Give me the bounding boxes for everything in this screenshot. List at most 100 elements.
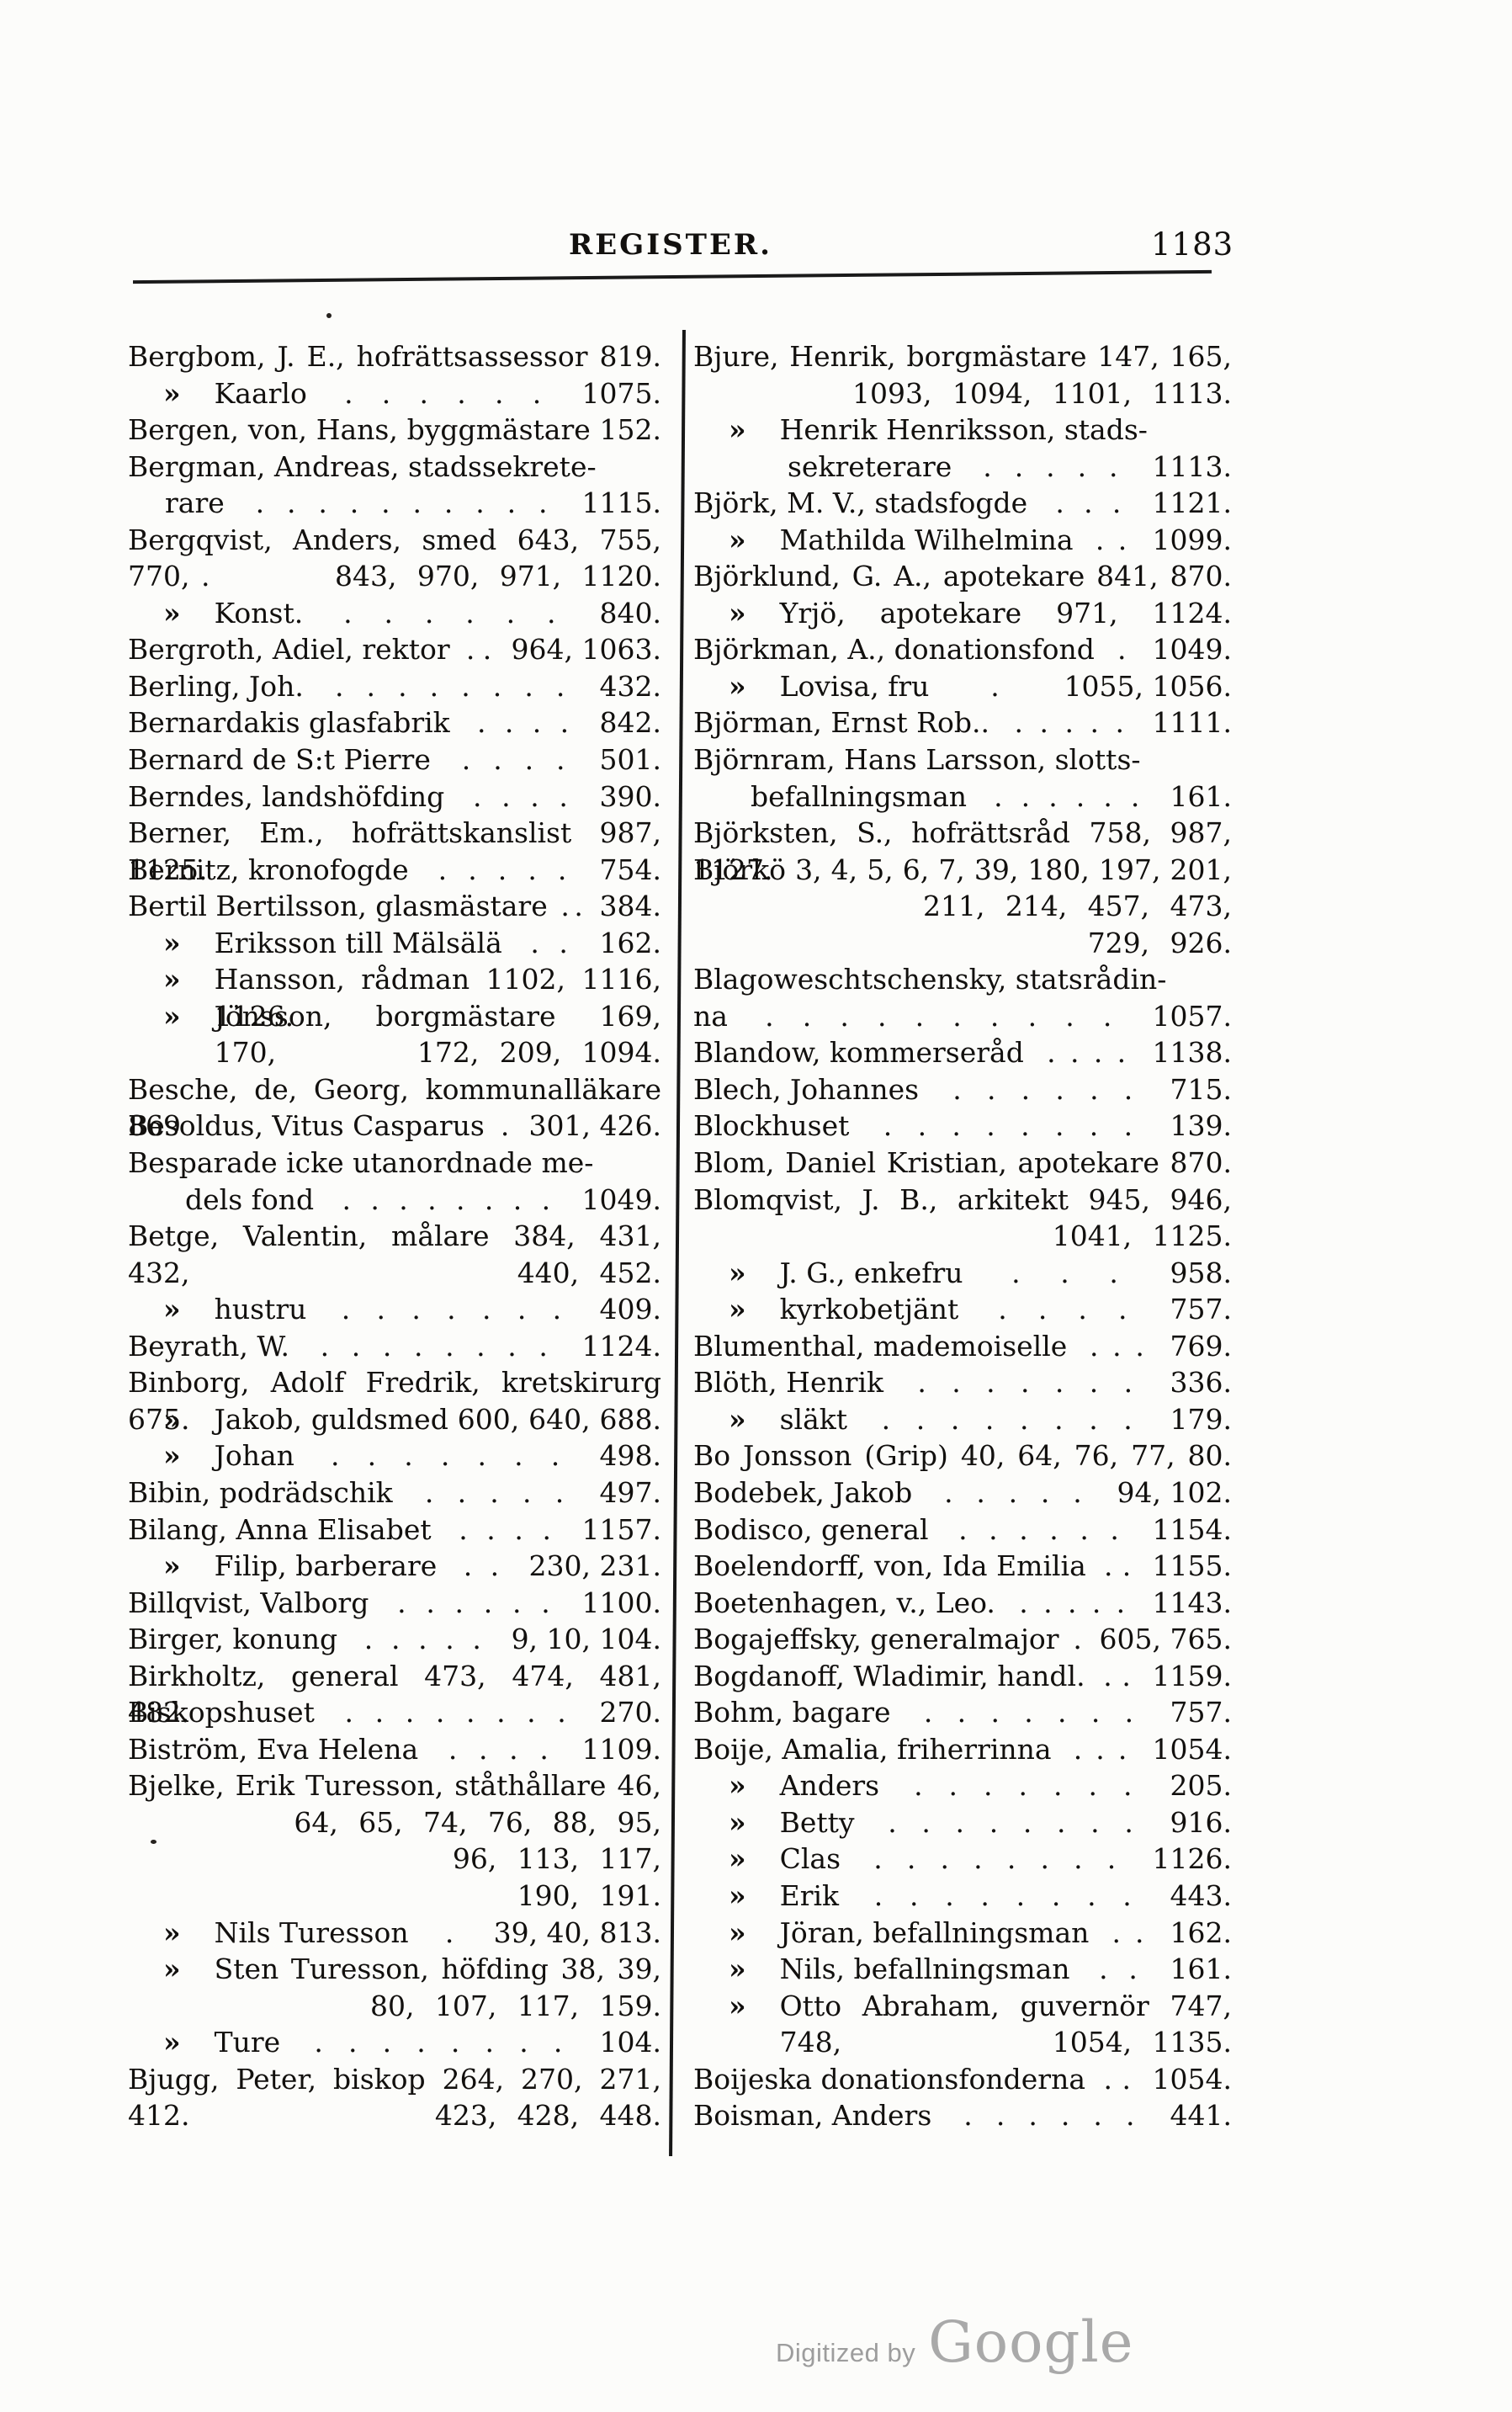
dot-leader: ....	[459, 1512, 551, 1546]
sub-entry-marker: »	[163, 926, 181, 959]
index-entry-line: 190, 191.	[517, 1878, 661, 1912]
dot-leader: ........	[888, 1805, 1133, 1839]
sub-entry-marker: »	[729, 1402, 746, 1436]
index-entry-line: Beyrath, W......... 1124.	[128, 1328, 661, 1365]
index-entry-line: rare.......... 1115.	[128, 485, 661, 522]
dot-leader: .......	[331, 1439, 560, 1473]
index-entry-line: Birkholtz, general 473, 474, 481, 482.	[128, 1659, 661, 1729]
dot-leader: ....	[477, 706, 570, 740]
sub-entry-marker: »	[163, 1439, 181, 1473]
dot-leader: .......	[923, 1696, 1134, 1729]
index-entry-line: 64, 65, 74, 76, 88, 95,	[294, 1805, 661, 1839]
index-entry-line: Bodisco, general...... 1154.	[693, 1511, 1232, 1549]
left-column: Bergbom, J. E., hofrättsassessor 819.» Ka…	[128, 338, 661, 2134]
index-entry-line: Blandow, kommerseråd.... 1138.	[693, 1034, 1232, 1071]
index-entry-line: Björman, Ernst Rob....... 1111.	[693, 704, 1232, 741]
index-entry-line: . 843, 970, 971, 1120.	[201, 560, 661, 593]
dot-leader: ......	[994, 779, 1140, 813]
sub-entry-marker: »	[163, 1293, 181, 1326]
index-entry-line: Boisman, Anders...... 441.	[693, 2097, 1232, 2134]
index-entry-line: » Lovisa, fru. 1055, 1056.	[693, 668, 1232, 705]
index-entry-line: Bergbom, J. E., hofrättsassessor 819.	[128, 340, 661, 373]
index-entry-line: 423, 428, 448.	[434, 2099, 661, 2133]
sub-entry-marker: »	[729, 1293, 746, 1326]
sub-entry-marker: »	[729, 523, 746, 556]
dot-leader: ..	[463, 1549, 500, 1583]
index-entry-line: dels fond........ 1049.	[128, 1182, 661, 1219]
index-entry-line: » Mathilda Wilhelmina.. 1099.	[693, 522, 1232, 559]
index-entry-line: » Otto Abraham, guvernör 747, 748,	[693, 1988, 1232, 2059]
index-entry-line: Björkman, A., donationsfond. 1049.	[693, 631, 1232, 668]
index-entry-line: » Clas........ 1126.	[693, 1841, 1232, 1878]
index-entry-line: Björksten, S., hofrättsråd 758, 987, 112…	[693, 816, 1233, 886]
dot-leader: ..	[1111, 1915, 1144, 1949]
header-rule	[133, 269, 1212, 284]
index-entry-line: Bernardakis glasfabrik.... 842.	[128, 704, 661, 741]
index-entry-line: » Johan....... 498.	[128, 1437, 661, 1474]
sub-entry-marker: »	[163, 1402, 181, 1436]
dot-leader: .	[500, 1109, 510, 1143]
index-entry-line: Bjure, Henrik, borgmästare 147, 165,	[693, 340, 1233, 373]
sub-entry-marker: »	[729, 1769, 746, 1803]
index-entry-line: » Jönsson, borgmästare 169, 170,	[128, 998, 661, 1070]
index-entry-line: Binborg, Adolf Fredrik, kretskirurg 675.	[128, 1366, 661, 1436]
index-entry-line: Blagoweschtschensky, statsrådin-	[693, 963, 1167, 996]
index-entry-line: Boetenhagen, v., Leo...... 1143.	[693, 1585, 1232, 1622]
index-entry-line: » Jakob, guldsmed 600, 640, 688.	[128, 1401, 661, 1438]
index-entry-line: Bjelke, Erik Turesson, ståthållare 46,	[128, 1769, 661, 1803]
index-entry-line: » Anders....... 205.	[693, 1767, 1232, 1804]
dot-leader: ........	[314, 2026, 563, 2059]
index-entry-line: Boelendorff, von, Ida Emilia.. 1155.	[693, 1548, 1232, 1585]
index-entry-line: » Filip, barberare.. 230, 231.	[128, 1548, 661, 1585]
index-entry-line: 80, 107, 117, 159.	[370, 1989, 661, 2022]
sub-entry-marker: »	[729, 1842, 746, 1876]
index-entry-line: 96, 113, 117,	[452, 1842, 661, 1876]
index-entry-line: » Henrik Henriksson, stads-	[693, 412, 1232, 449]
sub-entry-marker: »	[163, 1549, 181, 1583]
dot-leader: .....	[983, 449, 1118, 483]
dot-leader: ..	[530, 926, 568, 959]
index-entry-line: Blockhuset........ 139.	[693, 1108, 1232, 1145]
dot-leader: ..........	[765, 999, 1112, 1033]
dot-leader: ..	[1099, 1952, 1138, 1986]
index-entry-line: Blom, Daniel Kristian, apotekare 870.	[693, 1146, 1233, 1180]
sub-entry-marker: »	[729, 1878, 746, 1912]
index-entry-line: Bibin, podrädschik..... 497.	[128, 1474, 661, 1511]
dot-leader: ......	[397, 1586, 550, 1619]
index-entry-line: » Nils Turesson. 39, 40, 813.	[128, 1915, 661, 1952]
dot-leader: ....	[461, 743, 565, 777]
index-entry-line: Besoldus, Vitus Casparus. 301, 426.	[128, 1108, 661, 1145]
index-entry-line: Bohm, bagare....... 757.	[693, 1694, 1232, 1731]
dot-leader: ..	[560, 890, 583, 923]
sub-entry-marker: »	[729, 1989, 746, 2022]
index-entry-line: Björk, M. V., stadsfogde... 1121.	[693, 485, 1232, 522]
index-entry-line: Berndes, landshöfding.... 390.	[128, 778, 661, 816]
dot-leader: ......	[344, 376, 542, 410]
dot-leader: .....	[1019, 1586, 1126, 1619]
index-entry-line: 1093, 1094, 1101, 1113.	[852, 376, 1232, 410]
index-entry-line: Bergen, von, Hans, byggmästare 152.	[128, 413, 661, 447]
index-entry-line: Bo Jonsson (Grip) 40, 64, 76, 77, 80.	[693, 1439, 1232, 1473]
dot-leader: ..	[465, 633, 492, 667]
index-entry-line: » Sten Turesson, höfding 38, 39,	[128, 1951, 661, 1988]
index-entry-line: Besche, de, Georg, kommunalläkare 869	[128, 1072, 661, 1143]
index-entry-line: Bodebek, Jakob..... 94, 102.	[693, 1474, 1232, 1511]
ink-speck	[326, 313, 332, 318]
column-divider	[669, 330, 686, 2156]
digitized-by-label: Digitized by	[776, 2338, 916, 2367]
dot-leader: .	[990, 669, 1000, 703]
index-entry-line: Berner, Em., hofrättskanslist 987, 1125.	[128, 816, 661, 886]
dot-leader: ........	[342, 1182, 551, 1216]
dot-leader: ........	[881, 1402, 1133, 1436]
sub-entry-marker: »	[163, 376, 181, 410]
index-entry-line: na.......... 1057.	[693, 998, 1232, 1035]
dot-leader: ........	[320, 1329, 548, 1363]
sub-entry-marker: »	[729, 1805, 746, 1839]
dot-leader: ......	[963, 2099, 1135, 2133]
index-entry-line: Boijeska donationsfonderna.. 1054.	[693, 2061, 1232, 2098]
index-entry-line: » Betty........ 916.	[693, 1804, 1232, 1841]
dot-leader: .......	[341, 1293, 562, 1326]
index-entry-line: » Erik........ 443.	[693, 1878, 1232, 1915]
index-entry-line: Björkö 3, 4, 5, 6, 7, 39, 180, 197, 201,	[693, 853, 1232, 886]
index-entry-line: 729, 926.	[1087, 926, 1232, 959]
